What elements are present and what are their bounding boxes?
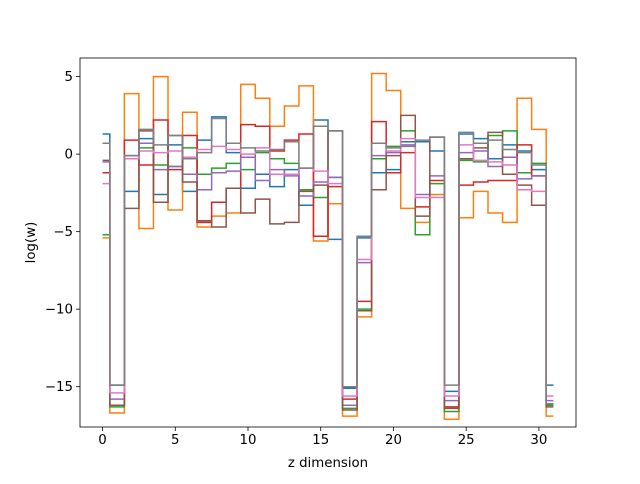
series-line-8 xyxy=(102,117,554,405)
x-tick-label: 0 xyxy=(98,433,106,448)
plot-area-frame xyxy=(79,57,577,428)
x-tick-label: 30 xyxy=(530,433,547,448)
series-line-1 xyxy=(102,116,554,393)
y-tick-label: 0 xyxy=(65,148,73,163)
x-axis-ticks: 0 5 10 15 20 25 30 xyxy=(98,427,547,448)
x-axis-label: z dimension xyxy=(288,456,368,471)
y-tick-label: 5 xyxy=(65,70,73,85)
x-tick-label: 25 xyxy=(458,433,475,448)
x-tick-label: 10 xyxy=(240,433,257,448)
y-tick-label: −5 xyxy=(53,225,73,240)
series-line-7 xyxy=(102,137,554,397)
series-line-4 xyxy=(102,119,554,408)
x-tick-label: 20 xyxy=(385,433,402,448)
series-line-6 xyxy=(102,114,554,411)
x-tick-label: 5 xyxy=(171,433,179,448)
y-axis-label: log(w) xyxy=(24,222,39,264)
x-tick-label: 15 xyxy=(312,433,329,448)
y-tick-label: −15 xyxy=(45,380,73,395)
y-tick-label: −10 xyxy=(45,303,73,318)
series-layer xyxy=(102,72,554,420)
y-axis-ticks: 5 0 −5 −10 −15 xyxy=(45,70,80,395)
